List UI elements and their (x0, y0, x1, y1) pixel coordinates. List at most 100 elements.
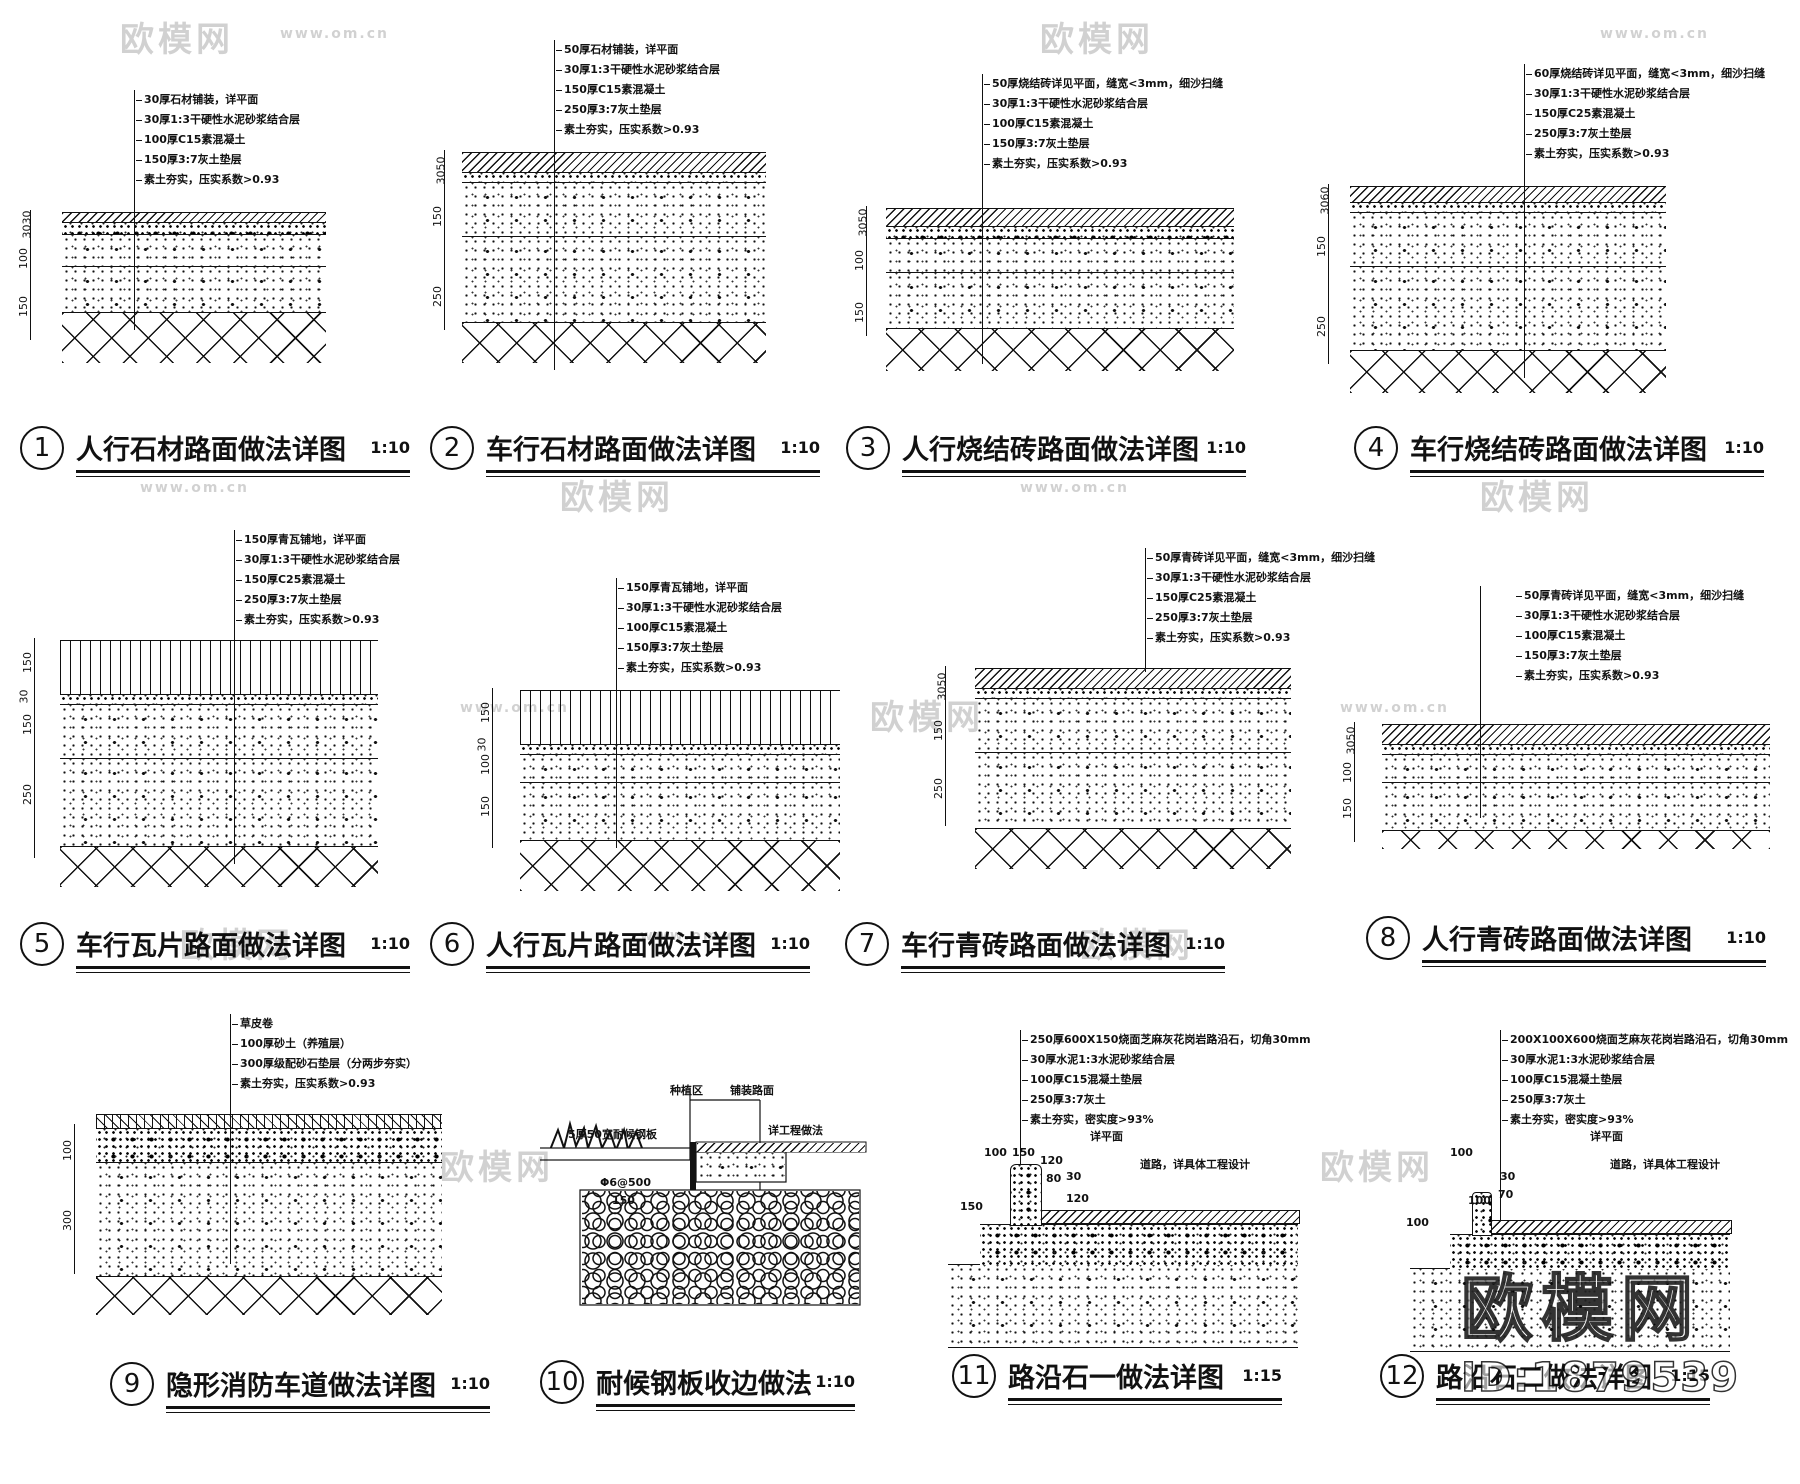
road-surface (1040, 1210, 1300, 1224)
title-text: 车行瓦片路面做法详图 (76, 931, 346, 962)
note: 素土夯实，压实系数>0.93 (232, 1074, 417, 1094)
note: 150厚C15素混凝土 (556, 80, 720, 100)
title-rule (1436, 1404, 1710, 1405)
compacted-soil (520, 840, 840, 891)
curb-stone (1472, 1192, 1492, 1236)
detail-number: 9 (110, 1362, 154, 1406)
dimension: 150 (1012, 1146, 1035, 1159)
detail-number: 1 (20, 426, 64, 470)
watermark-site: www.om.cn (1600, 26, 1710, 42)
dimension: 3060 (1318, 186, 1332, 215)
gravel-base (582, 1191, 859, 1304)
note: 素土夯实，压实系数>0.93 (618, 658, 782, 678)
detail-9: 草皮卷 100厚砂土（养殖层） 300厚级配砂石垫层（分两步夯实） 素土夯实，压… (50, 1014, 490, 1484)
detail-title: 6 人行瓦片路面做法详图 1:10 (430, 922, 810, 978)
title-rule (486, 476, 820, 477)
dimension-line: 3060 150 250 (1315, 184, 1332, 364)
title-text: 耐候钢板收边做法 (596, 1369, 812, 1400)
dimension: 150 (960, 1200, 983, 1213)
detail-number: 7 (845, 922, 889, 966)
title-text: 车行烧结砖路面做法详图 (1410, 435, 1707, 466)
compacted-soil (62, 312, 326, 363)
note: 30厚1:3干硬性水泥砂浆结合层 (984, 94, 1223, 114)
scale-label: 1:10 (1185, 934, 1225, 953)
dimension: 30 (1066, 1170, 1082, 1183)
leader-line (616, 578, 617, 848)
layer-notes: 150厚青瓦铺地，详平面 30厚1:3干硬性水泥砂浆结合层 150厚C25素混凝… (236, 530, 400, 630)
paving-layer (62, 212, 326, 223)
detail-10: 种植区 铺装路面 5厚50宽耐候钢板 详工程做法 Φ6@500 150 10 耐… (540, 1084, 870, 1430)
note: 30厚1:3干硬性水泥砂浆结合层 (1526, 84, 1765, 104)
title-text: 路沿石一做法详图 (1008, 1363, 1224, 1394)
concrete-bedding (1450, 1234, 1730, 1269)
concrete-layer (60, 704, 378, 759)
dimension: 3050 (1344, 726, 1358, 755)
concrete-layer (975, 698, 1291, 753)
leader-line (230, 1014, 231, 1264)
title-rule (166, 1406, 490, 1409)
dimension: 100 (1341, 762, 1354, 783)
detail-title: 10 耐候钢板收边做法 1:10 (540, 1360, 855, 1416)
note: 30厚1:3干硬性水泥砂浆结合层 (556, 60, 720, 80)
plan-label: 详平面 (1090, 1130, 1123, 1143)
title-rule (901, 972, 1225, 973)
tile-layer (520, 690, 840, 745)
detail-title: 5 车行瓦片路面做法详图 1:10 (20, 922, 410, 978)
title-rule (1410, 476, 1764, 477)
note: 30厚1:3干硬性水泥砂浆结合层 (236, 550, 400, 570)
title-rule (1422, 966, 1766, 967)
layer-notes: 50厚烧结砖详见平面，缝宽<3mm，细沙扫缝 30厚1:3干硬性水泥砂浆结合层 … (984, 74, 1223, 174)
compacted-soil (886, 328, 1234, 371)
sand-soil-layer (96, 1128, 442, 1163)
detail-number: 2 (430, 426, 474, 470)
dimension: 100 (17, 248, 30, 269)
note: 150厚3:7灰土垫层 (1516, 646, 1744, 666)
detail-number: 11 (952, 1354, 996, 1398)
note: 150厚C25素混凝土 (1526, 104, 1765, 124)
note: 250厚3:7灰土垫层 (1147, 608, 1375, 628)
note: 30厚1:3干硬性水泥砂浆结合层 (1516, 606, 1744, 626)
mortar-layer (462, 172, 766, 183)
zone-label: 种植区 (670, 1084, 703, 1097)
lime-soil-layer (1410, 1268, 1730, 1352)
title-rule (902, 476, 1246, 477)
dimension: 80 (1046, 1172, 1062, 1185)
mortar-layer (520, 744, 840, 755)
section-9 (96, 1114, 442, 1315)
watermark-site: www.om.cn (280, 26, 390, 42)
dimension-line: 3050 150 250 (431, 150, 448, 330)
note: 60厚烧结砖详见平面，缝宽<3mm，细沙扫缝 (1526, 64, 1765, 84)
concrete-layer (886, 238, 1234, 273)
layer-notes: 200X100X600烧面芝麻灰花岗岩路沿石，切角30mm 30厚水泥1:3水泥… (1502, 1030, 1788, 1130)
title-rule (901, 966, 1225, 969)
lime-soil-layer (1382, 782, 1770, 831)
lime-soil-layer (462, 236, 766, 323)
tile-layer (60, 640, 378, 695)
title-text: 人行石材路面做法详图 (76, 435, 346, 466)
reference-label: 详工程做法 (768, 1124, 823, 1137)
compacted-soil (1382, 830, 1770, 849)
detail-4: 60厚烧结砖详见平面，缝宽<3mm，细沙扫缝 30厚1:3干硬性水泥砂浆结合层 … (1300, 60, 1780, 530)
concrete-layer (520, 754, 840, 783)
watermark-brand: 欧模网 (1040, 20, 1154, 60)
scale-label: 1:10 (770, 934, 810, 953)
mortar-layer (975, 688, 1291, 699)
note: 150厚3:7灰土垫层 (984, 134, 1223, 154)
road-label: 道路，详具体工程设计 (1610, 1158, 1720, 1171)
dimension: 250 (1315, 316, 1328, 337)
dimension: 250 (431, 286, 444, 307)
detail-number: 8 (1366, 916, 1410, 960)
note: 素土夯实，压实系数>0.93 (984, 154, 1223, 174)
dimension: 150 (612, 1194, 635, 1207)
detail-7: 50厚青砖详见平面，缝宽<3mm，细沙扫缝 30厚1:3干硬性水泥砂浆结合层 1… (845, 548, 1375, 1018)
mortar-layer (1382, 744, 1770, 755)
leader-line (1524, 64, 1525, 378)
title-rule (486, 470, 820, 473)
title-rule (1422, 960, 1766, 963)
section-4 (1350, 186, 1666, 393)
road-surface (1490, 1220, 1732, 1234)
detail-number: 10 (540, 1360, 584, 1404)
detail-title: 8 人行青砖路面做法详图 1:10 (1366, 916, 1766, 972)
note: 30厚水泥1:3水泥砂浆结合层 (1502, 1050, 1788, 1070)
layer-notes: 草皮卷 100厚砂土（养殖层） 300厚级配砂石垫层（分两步夯实） 素土夯实，压… (232, 1014, 417, 1094)
